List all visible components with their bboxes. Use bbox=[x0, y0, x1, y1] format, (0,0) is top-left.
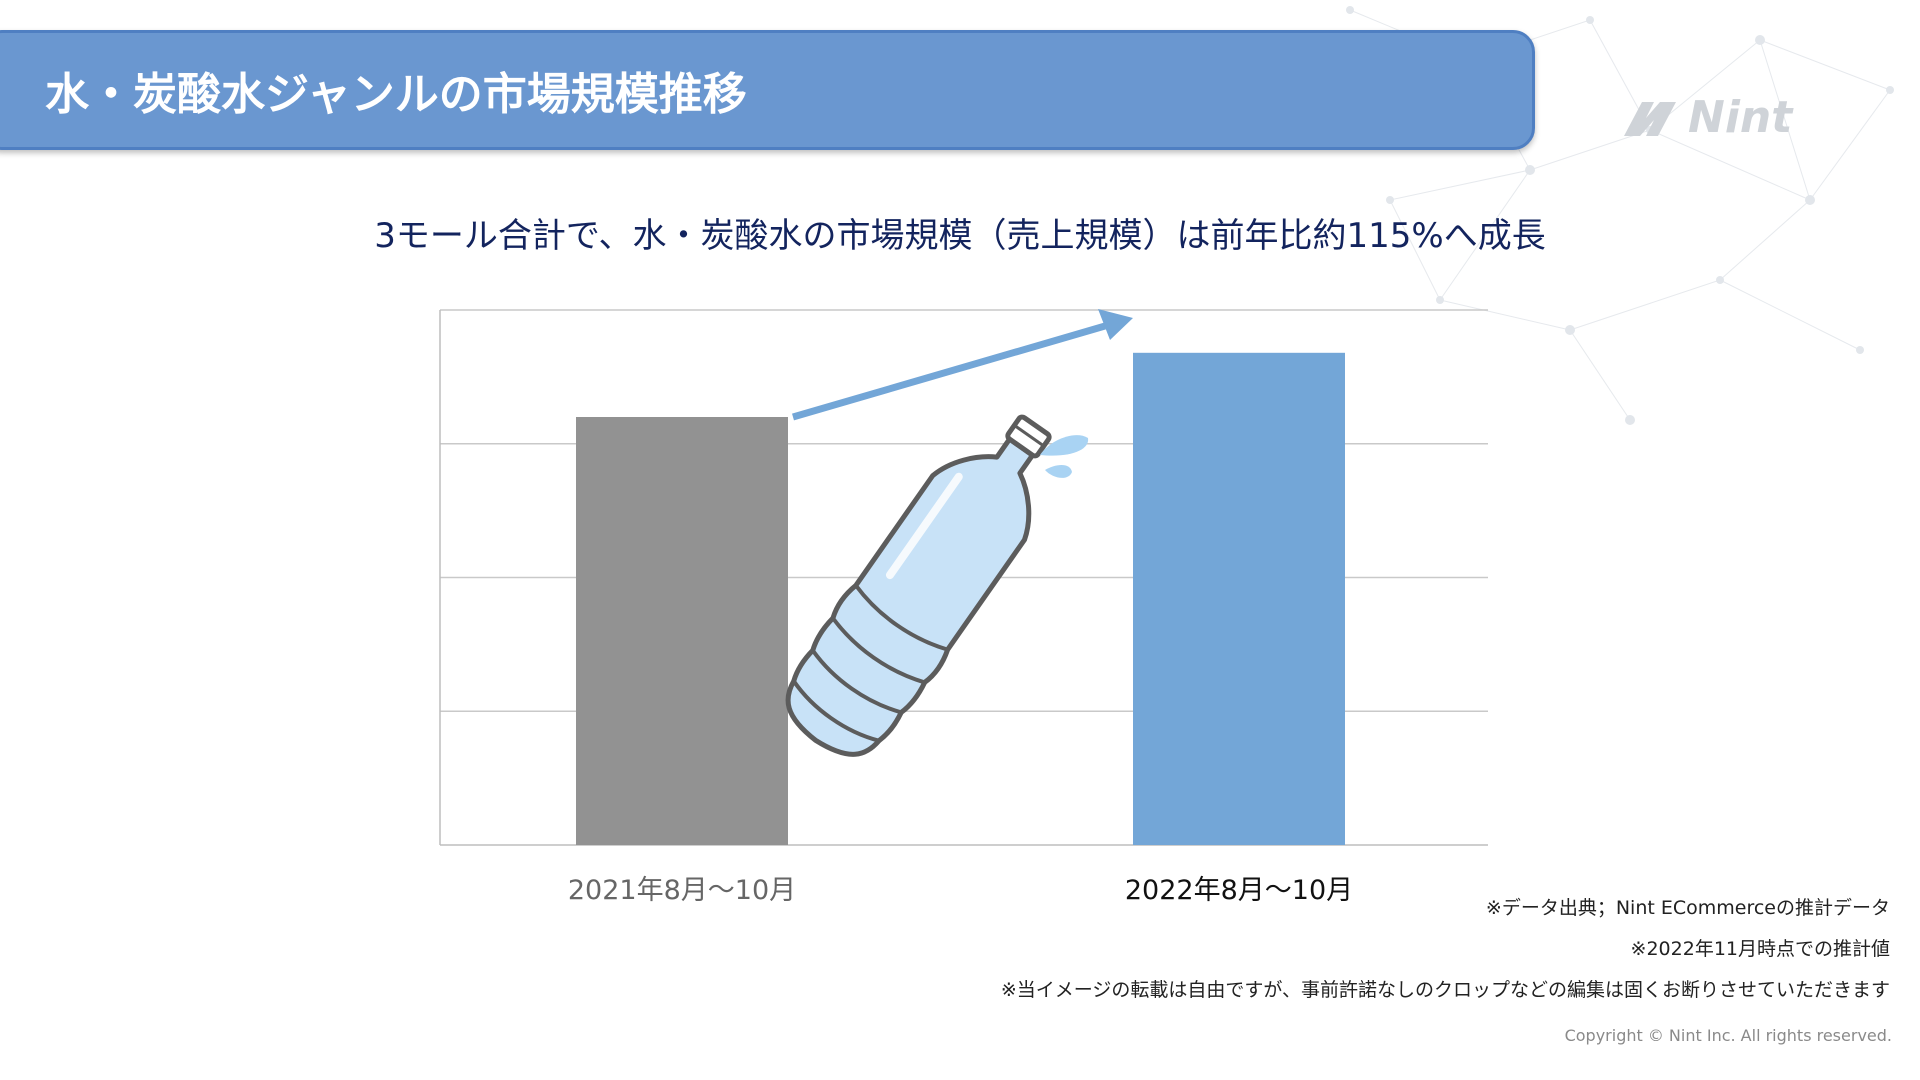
note-estimate-date: ※2022年11月時点での推計値 bbox=[1630, 938, 1890, 960]
nint-logo-text: Nint bbox=[1688, 92, 1793, 143]
network-background bbox=[1346, 6, 1894, 425]
water-bottle-icon bbox=[785, 414, 1052, 757]
page-title: 水・炭酸水ジャンルの市場規模推移 bbox=[45, 69, 747, 120]
growth-arrow bbox=[792, 309, 1133, 421]
bar-0 bbox=[576, 417, 788, 845]
header-banner bbox=[0, 30, 1535, 150]
chart-subtitle: 3モール合計で、水・炭酸水の市場規模（売上規模）は前年比約115%へ成長 bbox=[374, 216, 1546, 256]
water-splash-icon bbox=[1040, 435, 1089, 478]
x-tick-label-2021: 2021年8月〜10月 bbox=[567, 875, 797, 906]
bar-1 bbox=[1133, 352, 1345, 845]
note-usage-policy: ※当イメージの転載は自由ですが、事前許諾なしのクロップなどの編集は固くお断りさせ… bbox=[1000, 979, 1890, 1001]
x-tick-label-2022: 2022年8月〜10月 bbox=[1124, 875, 1354, 906]
chart-bars bbox=[576, 352, 1345, 845]
copyright: Copyright © Nint Inc. All rights reserve… bbox=[1564, 1026, 1892, 1045]
nint-logo-icon bbox=[1624, 102, 1676, 136]
note-data-source: ※データ出典；Nint ECommerceの推計データ bbox=[1485, 897, 1890, 919]
